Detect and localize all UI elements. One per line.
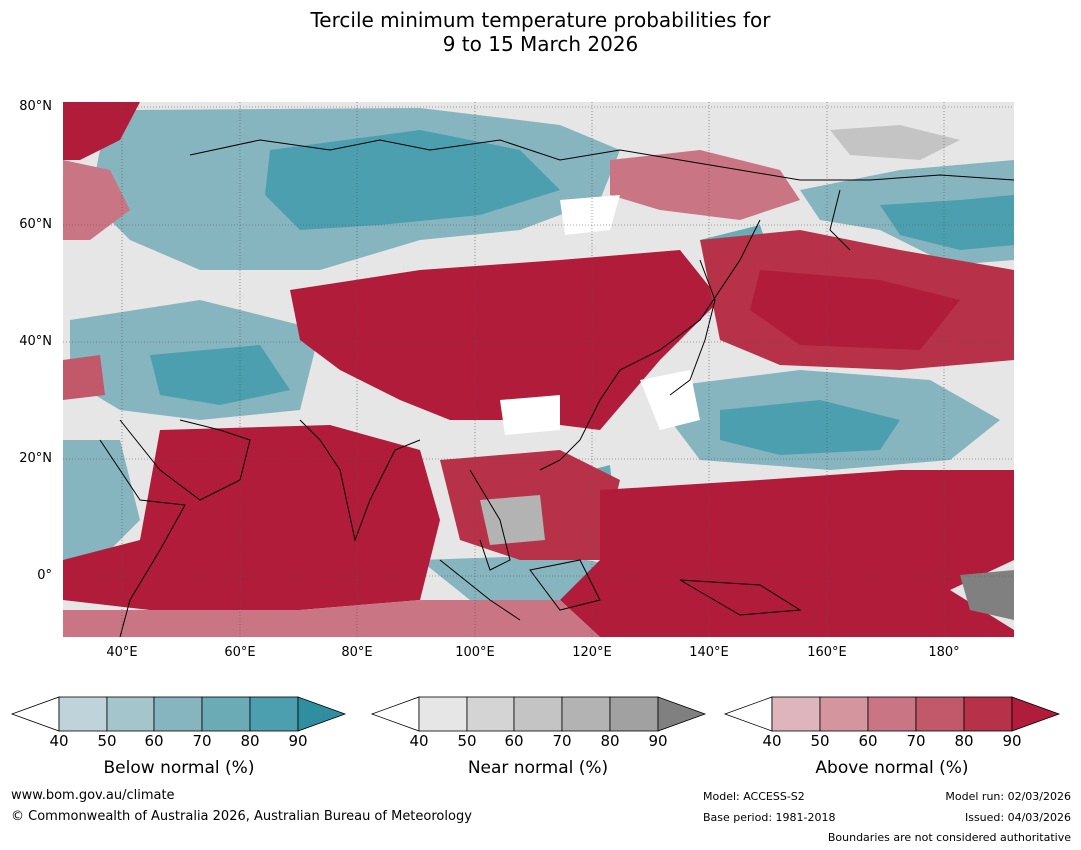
coast-kamchatka xyxy=(829,189,851,251)
lon-label-140e: 140°E xyxy=(689,645,729,660)
above-normal-central-asia xyxy=(290,250,720,430)
colorbar-above-swatch-2 xyxy=(867,696,917,732)
colorbar-below-title: Below normal (%) xyxy=(103,758,255,778)
near-normal-south-china xyxy=(500,395,560,435)
coast-indochina xyxy=(469,469,511,571)
above-normal-europe xyxy=(63,160,130,240)
tick: 70 xyxy=(192,732,212,750)
near-normal-se-pacific xyxy=(960,570,1014,620)
colorbar-below-swatch-0 xyxy=(58,696,108,732)
colorbar-near-swatch-3 xyxy=(561,696,611,732)
colorbar-above xyxy=(723,696,1061,732)
colorbar-near-title: Near normal (%) xyxy=(467,758,609,778)
coast-borneo xyxy=(529,559,601,611)
lat-label-80n: 80°N xyxy=(19,99,52,114)
colorbar-below-swatch-4 xyxy=(249,696,299,732)
tick: 40 xyxy=(409,732,429,750)
tick: 50 xyxy=(457,732,477,750)
tick: 40 xyxy=(762,732,782,750)
coast-sumatra xyxy=(439,559,521,621)
above-normal-scandinavia xyxy=(63,102,140,160)
tick: 90 xyxy=(648,732,668,750)
tick: 60 xyxy=(858,732,878,750)
colorbar-below-swatch-2 xyxy=(153,696,203,732)
below-normal-middle-east-core xyxy=(150,345,290,405)
tick: 60 xyxy=(504,732,524,750)
tick: 80 xyxy=(600,732,620,750)
coast-arctic xyxy=(189,139,1014,181)
website-link[interactable]: www.bom.gov.au/climate xyxy=(11,788,175,803)
colorbar-below xyxy=(10,696,347,732)
below-normal-pacific-core xyxy=(720,400,900,455)
colorbar-below-swatch-3 xyxy=(201,696,251,732)
coast-japan xyxy=(669,259,716,396)
tick: 70 xyxy=(906,732,926,750)
above-normal-arabia xyxy=(63,355,105,400)
coast-africa xyxy=(99,439,186,637)
below-normal-africa xyxy=(63,440,140,560)
tick: 80 xyxy=(240,732,260,750)
gridlines xyxy=(63,102,1014,637)
boundaries-disclaimer: Boundaries are not considered authoritat… xyxy=(827,831,1071,844)
coast-new-guinea xyxy=(679,579,802,616)
colorbar-near-swatch-4 xyxy=(609,696,659,732)
issued-text: Issued: 04/03/2026 xyxy=(964,811,1071,824)
colorbar-below-swatch-1 xyxy=(106,696,155,732)
colorbar-above-swatch-5 xyxy=(1011,696,1061,732)
colorbar-below-swatch-5 xyxy=(297,696,347,732)
title-line-1: Tercile minimum temperature probabilitie… xyxy=(310,8,771,32)
lon-label-120e: 120°E xyxy=(572,645,612,660)
tick: 90 xyxy=(288,732,308,750)
lat-label-40n: 40°N xyxy=(19,334,52,349)
lon-label-80e: 80°E xyxy=(341,645,373,660)
above-normal-india-ocean xyxy=(63,425,440,610)
colorbar-above-swatch-1 xyxy=(819,696,869,732)
map-title: Tercile minimum temperature probabilitie… xyxy=(0,8,1081,56)
lat-label-20n: 20°N xyxy=(19,451,52,466)
coast-india xyxy=(299,419,421,542)
lon-label-60e: 60°E xyxy=(224,645,256,660)
tick: 80 xyxy=(954,732,974,750)
colorbar-above-swatch-3 xyxy=(915,696,965,732)
colorbar-near-swatch-0 xyxy=(418,696,468,732)
lat-label-60n: 60°N xyxy=(19,217,52,232)
tick: 90 xyxy=(1002,732,1022,750)
tick: 50 xyxy=(97,732,117,750)
tick: 50 xyxy=(810,732,830,750)
coast-east-asia xyxy=(539,219,761,471)
tick: 40 xyxy=(49,732,69,750)
tick: 60 xyxy=(144,732,164,750)
colorbar-above-title: Above normal (%) xyxy=(815,758,969,778)
lat-label-0: 0° xyxy=(37,568,52,583)
model-text: Model: ACCESS-S2 xyxy=(703,790,805,803)
above-normal-north-pacific-core xyxy=(750,270,960,350)
title-line-2: 9 to 15 March 2026 xyxy=(442,32,639,56)
colorbar-above-swatch-4 xyxy=(963,696,1013,732)
below-normal-arctic-east-core xyxy=(880,195,1014,250)
above-normal-west-pacific xyxy=(560,470,1014,637)
colorbar-near-swatch-2 xyxy=(513,696,563,732)
lon-label-180: 180° xyxy=(928,645,960,660)
colorbar-near xyxy=(370,696,707,732)
near-normal-indochina xyxy=(480,495,545,545)
tick: 70 xyxy=(552,732,572,750)
near-normal-arctic xyxy=(830,125,960,160)
colorbar-near-swatch-5 xyxy=(657,696,707,732)
near-normal-japan-south xyxy=(640,370,700,430)
lon-label-40e: 40°E xyxy=(106,645,138,660)
lon-label-160e: 160°E xyxy=(807,645,847,660)
coastlines xyxy=(99,139,1014,637)
model-run-text: Model run: 02/03/2026 xyxy=(945,790,1071,803)
near-normal-arctic-white xyxy=(560,195,620,235)
base-period-text: Base period: 1981-2018 xyxy=(703,811,836,824)
copyright-text: © Commonwealth of Australia 2026, Austra… xyxy=(11,809,472,824)
above-normal-south-edge xyxy=(63,600,600,637)
above-normal-siberia-east xyxy=(610,150,800,220)
probability-field xyxy=(63,102,1014,637)
below-normal-siberia-core xyxy=(265,130,560,230)
colorbar-near-swatch-1 xyxy=(466,696,515,732)
colorbar-above-swatch-0 xyxy=(771,696,821,732)
lon-label-100e: 100°E xyxy=(455,645,495,660)
